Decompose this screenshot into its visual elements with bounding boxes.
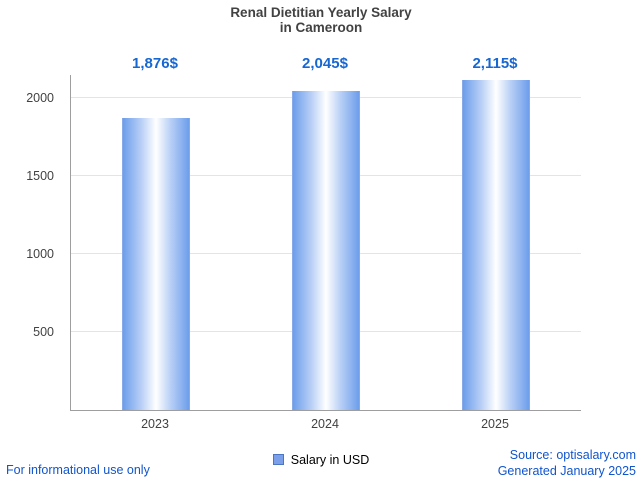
legend: Salary in USD [0, 453, 642, 467]
bar-value-labels: 1,876$ 2,045$ 2,115$ [70, 55, 580, 75]
source-link[interactable]: Source: optisalary.com [509, 448, 636, 462]
x-axis-label: 2023 [141, 417, 169, 431]
source-block: Source: optisalary.com Generated January… [498, 447, 636, 479]
y-tick-label: 2000 [26, 91, 54, 106]
disclaimer-text: For informational use only [6, 463, 150, 477]
x-axis-label: 2024 [311, 417, 339, 431]
generated-text: Generated January 2025 [497, 464, 636, 478]
bar-value-label: 2,115$ [472, 55, 518, 72]
x-axis-labels: 2023 2024 2025 [70, 417, 580, 433]
chart-title-line2: in Cameroon [279, 20, 363, 35]
y-axis-tick-labels: 500 1000 1500 2000 [0, 75, 62, 410]
x-axis-label: 2025 [481, 417, 509, 431]
y-tick-label: 500 [33, 325, 54, 340]
bar-2025 [462, 80, 530, 410]
legend-label: Salary in USD [290, 453, 370, 467]
y-tick-label: 1500 [26, 169, 54, 184]
plot-area [70, 75, 581, 411]
bar-2024 [292, 91, 360, 410]
bar-value-label: 1,876$ [132, 55, 178, 72]
y-tick-label: 1000 [26, 247, 54, 262]
chart-title-line1: Renal Dietitian Yearly Salary [230, 5, 412, 20]
bar-value-label: 2,045$ [302, 55, 348, 72]
legend-swatch-icon [272, 454, 284, 465]
chart-title: Renal Dietitian Yearly Salary in Cameroo… [0, 5, 642, 35]
bar-2023 [122, 117, 190, 410]
